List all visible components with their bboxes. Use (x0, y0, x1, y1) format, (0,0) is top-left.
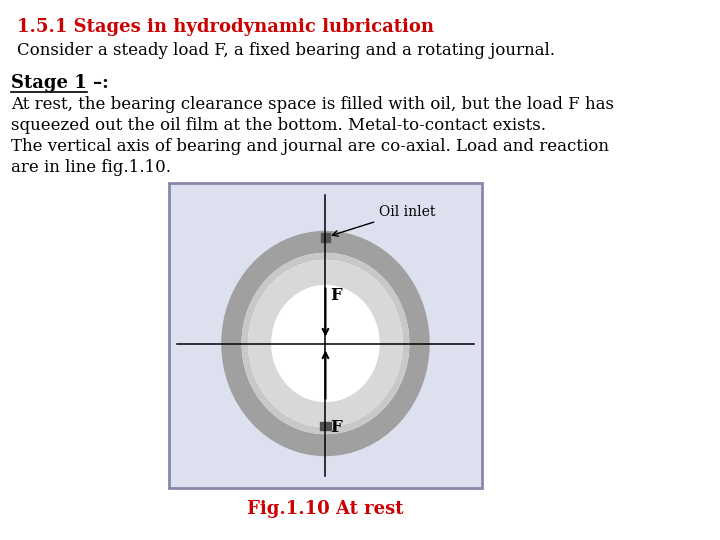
Text: Stage 1 –:: Stage 1 –: (11, 74, 109, 92)
Text: are in line fig.1.10.: are in line fig.1.10. (11, 159, 171, 176)
Text: The vertical axis of bearing and journal are co-axial. Load and reaction: The vertical axis of bearing and journal… (11, 138, 609, 155)
Circle shape (248, 260, 402, 427)
Text: Oil inlet: Oil inlet (333, 205, 436, 236)
Text: 1.5.1 Stages in hydrodynamic lubrication: 1.5.1 Stages in hydrodynamic lubrication (17, 18, 433, 36)
Text: At rest, the bearing clearance space is filled with oil, but the load F has: At rest, the bearing clearance space is … (11, 96, 614, 113)
Text: Consider a steady load F, a fixed bearing and a rotating journal.: Consider a steady load F, a fixed bearin… (17, 42, 554, 59)
Circle shape (272, 286, 379, 402)
Circle shape (248, 260, 402, 427)
Circle shape (242, 253, 409, 434)
Bar (169, 183, 482, 488)
Text: squeezed out the oil film at the bottom. Metal-to-contact exists.: squeezed out the oil film at the bottom.… (11, 117, 546, 134)
Bar (321, 233, 330, 241)
Text: F: F (330, 420, 342, 436)
Bar (320, 422, 331, 429)
Circle shape (222, 232, 429, 456)
Text: Fig.1.10 At rest: Fig.1.10 At rest (247, 500, 404, 518)
Circle shape (242, 253, 409, 434)
Text: F: F (330, 287, 342, 305)
